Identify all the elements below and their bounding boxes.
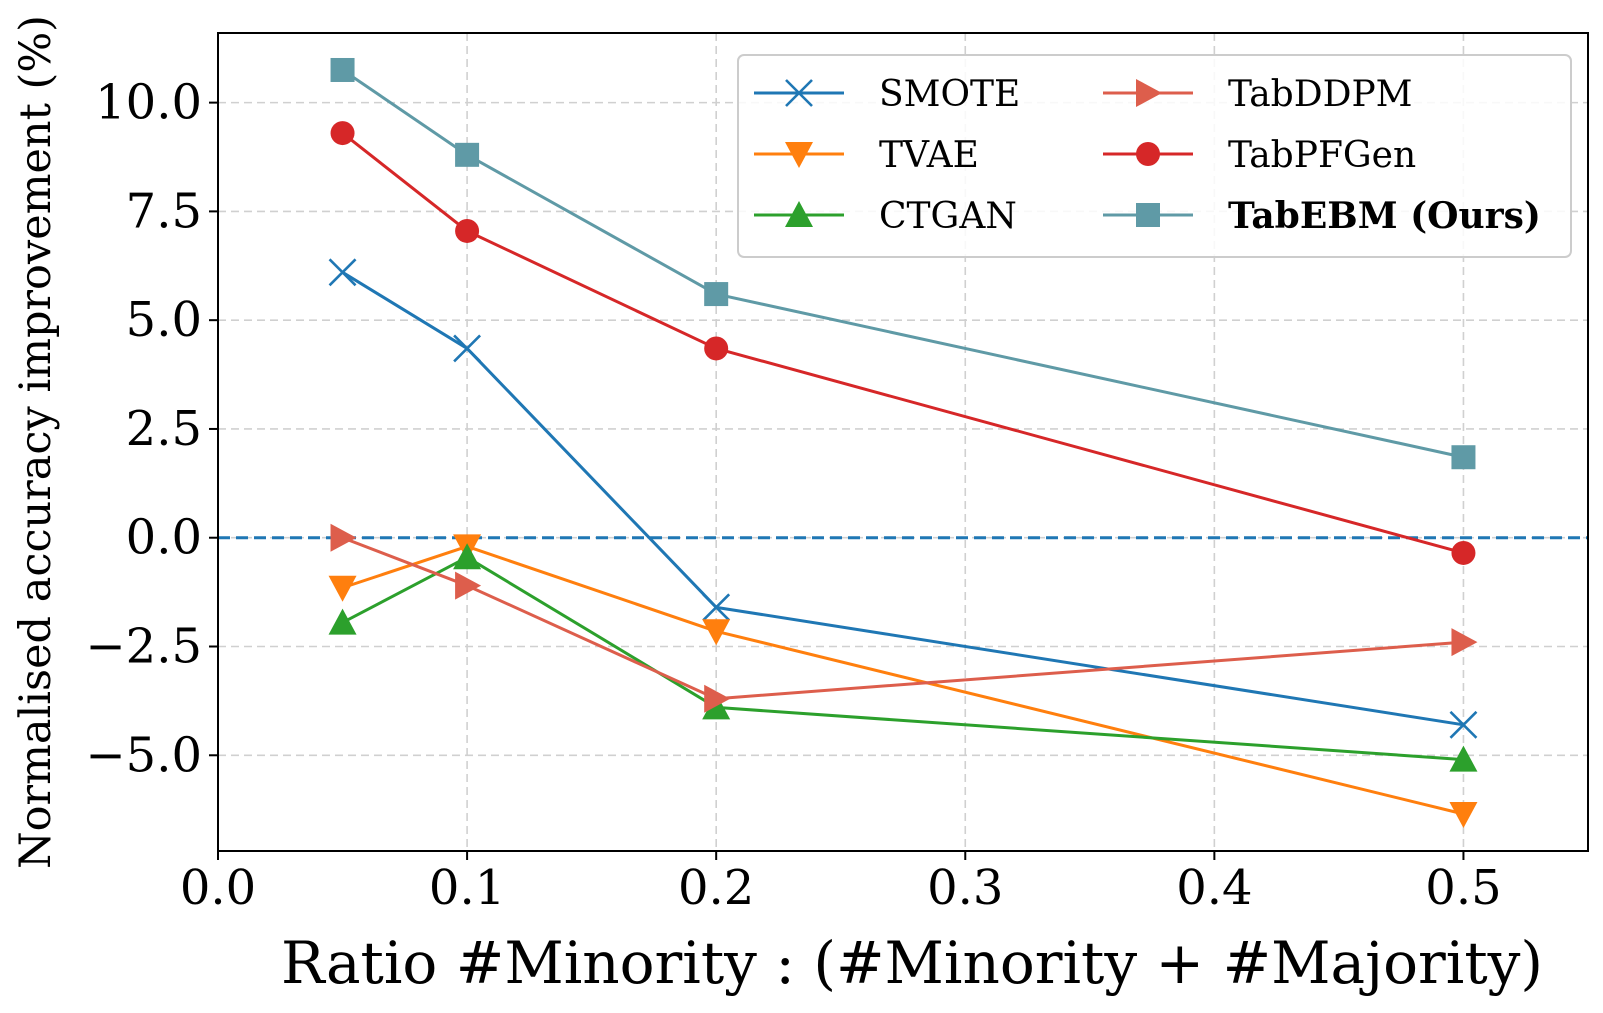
legend-marker — [1136, 79, 1162, 107]
y-tick-label: 7.5 — [126, 183, 202, 239]
y-tick-label: 0.0 — [126, 510, 202, 566]
data-point — [328, 575, 357, 602]
series-layer — [328, 57, 1478, 829]
legend-label: TabPFGen — [1228, 135, 1416, 176]
data-point — [1449, 745, 1478, 772]
data-point — [330, 57, 355, 82]
x-tick-label: 0.1 — [429, 860, 505, 916]
legend-entry: TabEBM (Ours) — [1103, 195, 1541, 237]
legend-marker — [785, 79, 813, 107]
legend-marker — [785, 201, 813, 227]
y-tick-label: −2.5 — [85, 619, 202, 675]
y-tick-label: 5.0 — [126, 292, 202, 348]
legend-label: TabDDPM — [1228, 74, 1413, 115]
data-point — [455, 142, 480, 167]
legend: SMOTE TVAE CTGAN TabDDPM TabPFGen TabEBM (Our… — [737, 54, 1572, 258]
x-tick-label: 0.0 — [180, 860, 256, 916]
series-tabpfgen — [330, 121, 1476, 565]
data-point — [1451, 540, 1476, 565]
series-line — [341, 131, 1464, 555]
series-tabddpm — [330, 523, 1478, 713]
data-point — [1451, 628, 1478, 657]
data-point — [328, 608, 357, 635]
x-tick-label: 0.5 — [1425, 860, 1501, 916]
series-ctgan — [328, 543, 1478, 772]
series-line — [341, 271, 1464, 727]
data-point — [1449, 710, 1478, 739]
legend-marker — [1136, 203, 1160, 227]
x-axis-title: Ratio #Minority : (#Minority + #Majority… — [281, 929, 1543, 997]
series-line — [341, 68, 1464, 459]
plot-area-frame — [217, 32, 1589, 852]
series-smote — [328, 258, 1478, 739]
legend-entry: TabDDPM — [1103, 74, 1413, 115]
legend-entry: CTGAN — [754, 196, 1017, 237]
legend-entry: SMOTE — [754, 74, 1020, 115]
y-axis-ticks: −5.0 −2.5 0.0 2.5 5.0 7.5 10.0 — [85, 75, 218, 783]
data-point — [702, 693, 731, 720]
y-tick-label: 10.0 — [95, 75, 202, 131]
data-point — [455, 218, 480, 243]
legend-label: TabEBM (Ours) — [1228, 195, 1541, 237]
data-point — [702, 593, 731, 622]
data-point — [330, 121, 355, 146]
series-line — [342, 544, 1464, 816]
legend-marker — [1136, 142, 1160, 166]
data-point — [704, 282, 729, 307]
data-point — [1449, 802, 1478, 829]
x-tick-label: 0.4 — [1176, 860, 1252, 916]
x-tick-label: 0.3 — [927, 860, 1003, 916]
series-tabebm-ours — [330, 57, 1476, 470]
legend-label: SMOTE — [879, 74, 1020, 115]
series-line — [341, 555, 1464, 762]
series-line — [342, 536, 1464, 701]
data-point — [330, 523, 357, 552]
data-point — [455, 571, 482, 600]
x-tick-label: 0.2 — [678, 860, 754, 916]
data-point — [1451, 445, 1476, 470]
legend-label: CTGAN — [879, 196, 1017, 237]
data-point — [453, 543, 482, 570]
data-point — [453, 334, 482, 363]
legend-label: TVAE — [879, 135, 979, 176]
legend-entry: TabPFGen — [1103, 135, 1416, 176]
y-axis-title: Normalised accuracy improvement (%) — [11, 15, 61, 869]
legend-marker — [785, 142, 813, 168]
data-point — [702, 619, 731, 646]
y-tick-label: −5.0 — [85, 727, 202, 783]
data-point — [328, 258, 357, 287]
y-tick-label: 2.5 — [126, 401, 202, 457]
data-point — [704, 336, 729, 361]
grid — [217, 33, 1588, 851]
x-axis-ticks: 0.0 0.1 0.2 0.3 0.4 0.5 — [180, 851, 1502, 916]
legend-entry: TVAE — [754, 135, 979, 176]
data-point — [704, 684, 731, 713]
